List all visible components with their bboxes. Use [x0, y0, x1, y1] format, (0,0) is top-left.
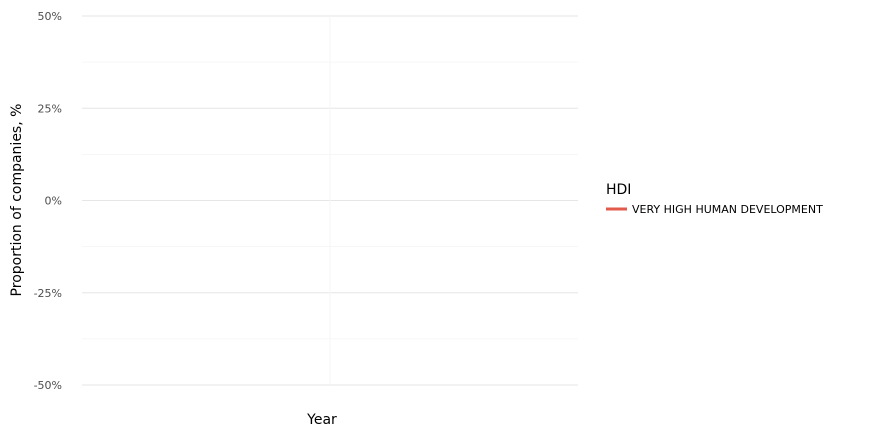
- legend-label: VERY HIGH HUMAN DEVELOPMENT: [632, 203, 823, 216]
- legend-title: HDI: [606, 182, 631, 198]
- y-axis-tick-labels: 50% 25% 0% -25% -50%: [34, 10, 62, 392]
- y-tick-label: -50%: [34, 379, 62, 392]
- legend: HDI VERY HIGH HUMAN DEVELOPMENT: [606, 182, 823, 216]
- y-tick-label: -25%: [34, 287, 62, 300]
- x-axis-title: Year: [306, 412, 337, 428]
- y-tick-label: 50%: [38, 10, 62, 23]
- y-axis-title: Proportion of companies, %: [9, 104, 25, 297]
- legend-entries: VERY HIGH HUMAN DEVELOPMENT: [606, 203, 823, 216]
- y-tick-label: 0%: [45, 195, 62, 208]
- y-tick-label: 25%: [38, 102, 62, 115]
